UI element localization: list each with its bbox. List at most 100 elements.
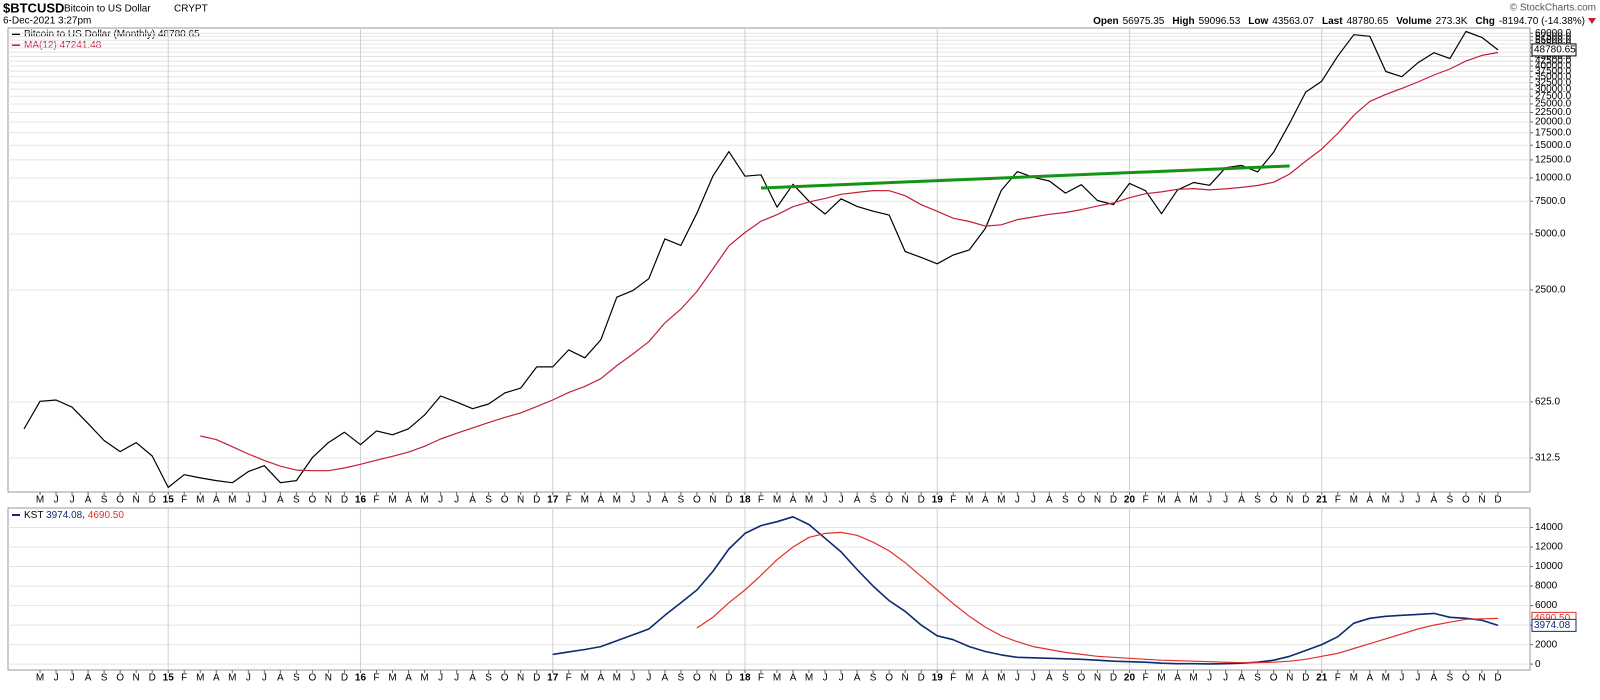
x-tick-label: M xyxy=(228,673,236,684)
x-tick-label: J xyxy=(454,673,459,684)
last-value-box xyxy=(1531,43,1577,57)
x-tick-label: S xyxy=(101,673,108,684)
x-tick-label: 19 xyxy=(932,673,944,684)
x-tick-label: O xyxy=(116,495,124,506)
x-tick-label: D xyxy=(1302,673,1309,684)
x-tick-label: M xyxy=(228,495,236,506)
x-tick-label: J xyxy=(646,495,651,506)
x-tick-label: M xyxy=(965,495,973,506)
y-tick-label: 2500.0 xyxy=(1535,285,1566,296)
x-tick-label: A xyxy=(662,495,669,506)
x-tick-label: A xyxy=(1238,673,1245,684)
last-value-label: 3974.08 xyxy=(1534,620,1571,631)
change-arrow xyxy=(1588,18,1596,24)
x-tick-label: N xyxy=(133,673,140,684)
x-tick-label: N xyxy=(902,673,909,684)
x-tick-label: J xyxy=(823,495,828,506)
x-tick-label: D xyxy=(533,673,540,684)
stat-value: 48780.65 xyxy=(1347,16,1389,27)
x-tick-label: J xyxy=(839,673,844,684)
x-tick-label: J xyxy=(1207,495,1212,506)
x-tick-label: A xyxy=(1366,673,1373,684)
y-tick-label: 45000.0 xyxy=(1535,51,1572,62)
quote-stats: Open 56975.35 High 59096.53 Low 43563.07 Last 4… xyxy=(1093,16,1585,27)
stat-label: Chg xyxy=(1475,16,1494,27)
x-tick-label: O xyxy=(116,673,124,684)
x-tick-label: A xyxy=(1046,673,1053,684)
x-tick-label: F xyxy=(1335,495,1341,506)
y-tick-label: 14000 xyxy=(1535,522,1563,533)
x-tick-label: S xyxy=(678,673,685,684)
x-tick-label: D xyxy=(918,673,925,684)
stat-value: 43563.07 xyxy=(1272,16,1314,27)
x-tick-label: J xyxy=(839,495,844,506)
y-tick-label: 57500.0 xyxy=(1535,31,1572,42)
y-tick-label: 40000.0 xyxy=(1535,61,1572,72)
x-tick-label: O xyxy=(885,673,893,684)
x-tick-label: M xyxy=(997,495,1005,506)
chart-date: 6-Dec-2021 3:27pm xyxy=(3,16,91,27)
x-tick-label: A xyxy=(85,495,92,506)
x-tick-label: J xyxy=(823,673,828,684)
x-tick-label: N xyxy=(1478,673,1485,684)
y-tick-label: 12000 xyxy=(1535,542,1563,553)
x-tick-label: M xyxy=(1189,673,1197,684)
x-tick-label: S xyxy=(293,495,300,506)
x-tick-label: J xyxy=(1399,673,1404,684)
legend-value: 48780.65 xyxy=(158,29,200,40)
credit: © StockCharts.com xyxy=(1510,3,1596,14)
legend-label: Bitcoin to US Dollar (Monthly) xyxy=(24,29,155,40)
x-tick-label: S xyxy=(485,673,492,684)
x-tick-label: J xyxy=(262,673,267,684)
legend-kst: KST 3974.08, 4690.50 xyxy=(24,510,124,521)
x-tick-label: J xyxy=(630,495,635,506)
x-tick-label: J xyxy=(246,495,251,506)
legend-ma: MA(12) 47241.48 xyxy=(24,40,102,51)
x-tick-label: M xyxy=(1382,495,1390,506)
x-tick-label: J xyxy=(438,495,443,506)
x-tick-label: J xyxy=(1207,673,1212,684)
x-tick-label: J xyxy=(1223,495,1228,506)
x-tick-label: F xyxy=(1142,495,1148,506)
x-tick-label: M xyxy=(581,673,589,684)
y-tick-label: 25000.0 xyxy=(1535,99,1572,110)
x-tick-label: A xyxy=(982,495,989,506)
x-tick-label: O xyxy=(1270,495,1278,506)
x-tick-label: M xyxy=(388,495,396,506)
symbol: $BTCUSD xyxy=(3,0,64,15)
series-line xyxy=(696,531,1499,664)
x-tick-label: S xyxy=(101,495,108,506)
x-tick-label: A xyxy=(1238,495,1245,506)
trend-line xyxy=(760,164,1290,190)
last-value-label: 48780.65 xyxy=(1534,45,1576,56)
x-tick-label: 18 xyxy=(739,495,751,506)
x-tick-label: 21 xyxy=(1316,495,1328,506)
x-tick-label: D xyxy=(1110,673,1117,684)
x-tick-label: J xyxy=(1415,673,1420,684)
x-tick-label: D xyxy=(1302,495,1309,506)
legend-price: Bitcoin to US Dollar (Monthly) 48780.65 xyxy=(24,29,200,40)
x-tick-label: D xyxy=(1494,495,1501,506)
x-tick-label: O xyxy=(1078,495,1086,506)
x-tick-label: N xyxy=(1094,673,1101,684)
x-tick-label: M xyxy=(773,673,781,684)
x-tick-label: D xyxy=(1494,673,1501,684)
x-tick-label: A xyxy=(1431,673,1438,684)
series-line xyxy=(23,30,1499,488)
x-tick-label: A xyxy=(597,495,604,506)
y-tick-label: 10000 xyxy=(1535,561,1563,572)
stat-label: Volume xyxy=(1396,16,1432,27)
legend-label: MA(12) xyxy=(24,40,57,51)
y-tick-label: 12500.0 xyxy=(1535,155,1572,166)
y-tick-label: 0 xyxy=(1535,659,1541,670)
series-line xyxy=(552,516,1499,665)
x-tick-label: A xyxy=(405,495,412,506)
x-tick-label: 17 xyxy=(547,673,559,684)
x-tick-label: S xyxy=(870,495,877,506)
legend-label: KST xyxy=(24,510,43,521)
x-tick-label: M xyxy=(420,495,428,506)
x-tick-label: J xyxy=(1015,673,1020,684)
x-tick-label: D xyxy=(533,495,540,506)
x-tick-label: 17 xyxy=(547,495,559,506)
x-tick-label: S xyxy=(1062,673,1069,684)
